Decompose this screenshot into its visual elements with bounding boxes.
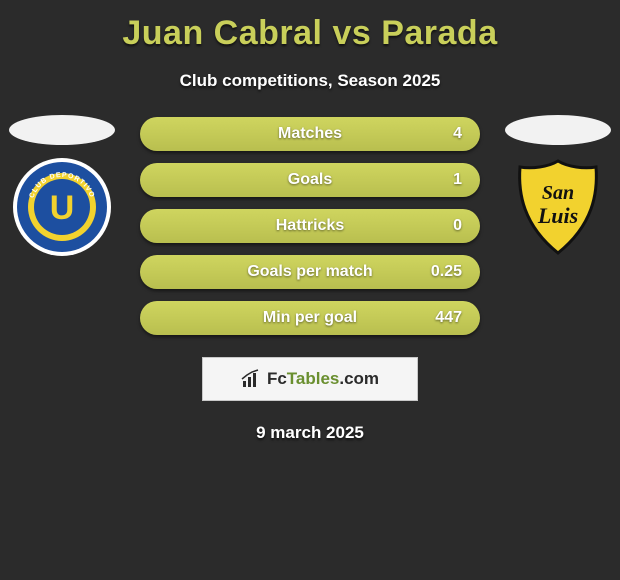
- stat-value: 4: [453, 125, 462, 143]
- stat-label: Matches: [278, 125, 342, 143]
- date-text: 9 march 2025: [0, 423, 620, 443]
- stat-row: Goals 1: [140, 163, 480, 197]
- stats-list: Matches 4 Goals 1 Hattricks 0 Goals per …: [140, 117, 480, 335]
- stat-value: 447: [435, 309, 462, 327]
- subtitle: Club competitions, Season 2025: [0, 71, 620, 91]
- stat-row: Goals per match 0.25: [140, 255, 480, 289]
- right-player-column: San Luis: [498, 117, 618, 257]
- bar-chart-icon: [241, 369, 263, 389]
- stat-value: 0.25: [431, 263, 462, 281]
- stat-row: Min per goal 447: [140, 301, 480, 335]
- stat-row: Hattricks 0: [140, 209, 480, 243]
- left-player-column: U CLUB DEPORTIVO: [2, 117, 122, 257]
- player-photo-placeholder-right: [505, 115, 611, 145]
- stat-value: 1: [453, 171, 462, 189]
- comparison-row: U CLUB DEPORTIVO Matches 4 Goals 1 Hattr…: [0, 117, 620, 335]
- stat-label: Min per goal: [263, 309, 357, 327]
- stat-row: Matches 4: [140, 117, 480, 151]
- source-logo: FcTables.com: [202, 357, 418, 401]
- stat-label: Goals: [288, 171, 332, 189]
- stat-label: Hattricks: [276, 217, 344, 235]
- svg-text:U: U: [50, 189, 75, 227]
- page-title: Juan Cabral vs Parada: [0, 14, 620, 53]
- svg-text:Luis: Luis: [537, 203, 578, 228]
- stat-label: Goals per match: [247, 263, 372, 281]
- left-club-badge: U CLUB DEPORTIVO: [12, 157, 112, 257]
- svg-text:San: San: [542, 182, 574, 204]
- logo-text: FcTables.com: [267, 369, 379, 389]
- right-club-badge: San Luis: [508, 157, 608, 257]
- player-photo-placeholder-left: [9, 115, 115, 145]
- stat-value: 0: [453, 217, 462, 235]
